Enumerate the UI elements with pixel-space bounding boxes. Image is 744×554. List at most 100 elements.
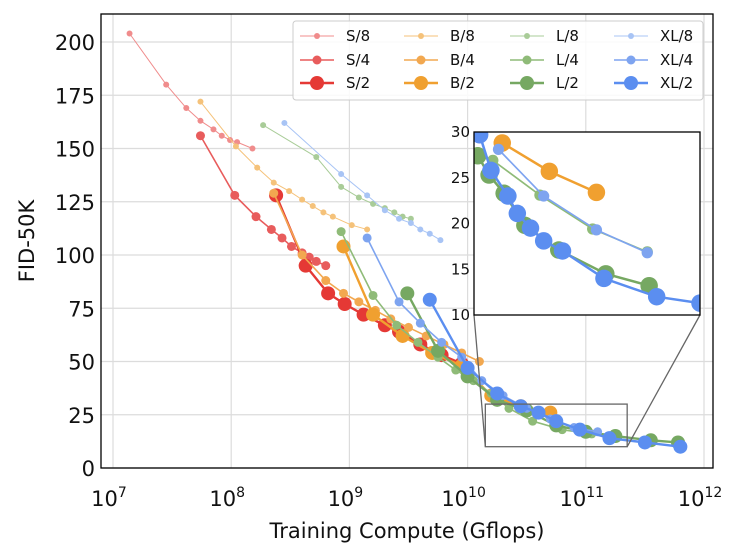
data-point bbox=[355, 194, 362, 201]
legend-marker bbox=[414, 76, 428, 90]
series-line bbox=[406, 292, 679, 444]
data-point bbox=[354, 297, 364, 307]
data-point bbox=[230, 190, 240, 200]
x-axis-ticks: 107 108 109 1010 1011 1012 bbox=[91, 485, 722, 511]
data-point bbox=[311, 256, 321, 266]
data-point bbox=[232, 143, 239, 150]
data-point bbox=[270, 179, 277, 186]
data-point bbox=[337, 296, 352, 311]
x-axis-label: Training Compute (Gflops) bbox=[269, 519, 545, 543]
x-tick-label: 107 bbox=[91, 485, 127, 511]
legend-entry-L-2: L/2 bbox=[510, 74, 579, 92]
legend-entry-XL-2: XL/2 bbox=[614, 74, 693, 92]
inset-y-tick-label: 15 bbox=[451, 260, 470, 278]
data-point bbox=[474, 132, 489, 144]
y-tick-label: 200 bbox=[55, 31, 95, 55]
legend-label: XL/2 bbox=[660, 74, 693, 92]
data-point bbox=[309, 203, 316, 210]
x-tick-label: 108 bbox=[209, 485, 245, 511]
data-point bbox=[320, 209, 327, 216]
data-point bbox=[499, 187, 517, 205]
y-tick-label: 125 bbox=[55, 191, 95, 215]
data-point bbox=[381, 207, 388, 214]
data-point bbox=[266, 224, 276, 234]
data-point bbox=[286, 188, 293, 195]
data-point bbox=[281, 119, 288, 126]
data-point bbox=[637, 435, 652, 450]
data-point bbox=[348, 222, 355, 229]
data-point bbox=[195, 131, 205, 141]
data-point bbox=[521, 219, 540, 237]
y-axis-ticks: 0 25 50 75 100 125 150 175 200 bbox=[55, 31, 95, 481]
legend-entry-XL-8: XL/8 bbox=[614, 27, 693, 45]
legend-label: S/4 bbox=[346, 51, 370, 69]
inset-y-tick-label: 20 bbox=[451, 215, 470, 233]
y-tick-label: 50 bbox=[68, 351, 95, 375]
series-S-8 bbox=[126, 30, 256, 152]
data-point bbox=[513, 399, 528, 414]
data-point bbox=[370, 200, 377, 207]
data-point bbox=[338, 288, 348, 298]
y-tick-label: 150 bbox=[55, 138, 95, 162]
inset-series-B-2 bbox=[493, 134, 606, 202]
series-line bbox=[262, 124, 411, 220]
data-point bbox=[183, 105, 190, 112]
data-point bbox=[126, 30, 133, 37]
legend-marker bbox=[520, 76, 534, 90]
legend-entry-B-4: B/4 bbox=[404, 51, 475, 69]
data-point bbox=[417, 226, 424, 233]
data-point bbox=[286, 241, 296, 251]
x-tick-label: 1011 bbox=[560, 485, 605, 511]
series-line bbox=[284, 122, 441, 241]
data-point bbox=[590, 224, 603, 236]
zoom-connector bbox=[473, 314, 486, 447]
legend-entry-S-4: S/4 bbox=[300, 51, 370, 69]
legend-marker bbox=[418, 33, 424, 39]
legend-label: L/8 bbox=[556, 27, 579, 45]
legend-box bbox=[292, 20, 704, 101]
inset-series-XL-4 bbox=[492, 143, 653, 259]
legend-entry-S-8: S/8 bbox=[300, 27, 370, 45]
legend-label: B/4 bbox=[450, 51, 475, 69]
series-XL-2 bbox=[422, 292, 688, 454]
legend-marker bbox=[522, 55, 532, 65]
inset-y-tick-label: 10 bbox=[451, 306, 470, 324]
data-point bbox=[338, 171, 345, 178]
legend-entry-L-8: L/8 bbox=[510, 27, 579, 45]
data-point bbox=[490, 386, 505, 401]
inset-series-XL-2 bbox=[474, 132, 700, 312]
legend-marker bbox=[314, 33, 320, 39]
data-point bbox=[249, 145, 256, 152]
data-point bbox=[492, 143, 505, 156]
legend-label: XL/8 bbox=[660, 27, 693, 45]
x-tick-label: 1012 bbox=[678, 485, 723, 511]
data-point bbox=[508, 204, 527, 223]
y-tick-label: 25 bbox=[68, 404, 95, 428]
data-point bbox=[437, 337, 447, 347]
series-line bbox=[273, 192, 480, 363]
legend-label: B/2 bbox=[450, 74, 475, 92]
legend-entry-XL-4: XL/4 bbox=[614, 51, 693, 69]
series-line bbox=[199, 135, 327, 267]
series-B-8 bbox=[197, 98, 371, 233]
data-point bbox=[460, 360, 475, 375]
series-line bbox=[275, 194, 463, 365]
series-S-4 bbox=[195, 131, 331, 271]
inset-y-tick-label: 30 bbox=[451, 123, 470, 141]
data-point bbox=[538, 190, 550, 202]
legend-label: L/4 bbox=[556, 51, 579, 69]
data-point bbox=[549, 414, 564, 429]
data-point bbox=[368, 290, 378, 300]
legend-entry-B-2: B/2 bbox=[404, 74, 475, 92]
data-point bbox=[474, 147, 487, 165]
data-point bbox=[364, 226, 371, 233]
legend-label: B/8 bbox=[450, 27, 475, 45]
data-point bbox=[197, 117, 204, 124]
data-point bbox=[602, 431, 617, 446]
x-tick-label: 109 bbox=[328, 485, 364, 511]
series-layer bbox=[126, 30, 688, 454]
y-tick-label: 75 bbox=[68, 297, 95, 321]
data-point bbox=[587, 183, 606, 202]
data-point bbox=[210, 126, 217, 133]
data-point bbox=[163, 81, 170, 88]
